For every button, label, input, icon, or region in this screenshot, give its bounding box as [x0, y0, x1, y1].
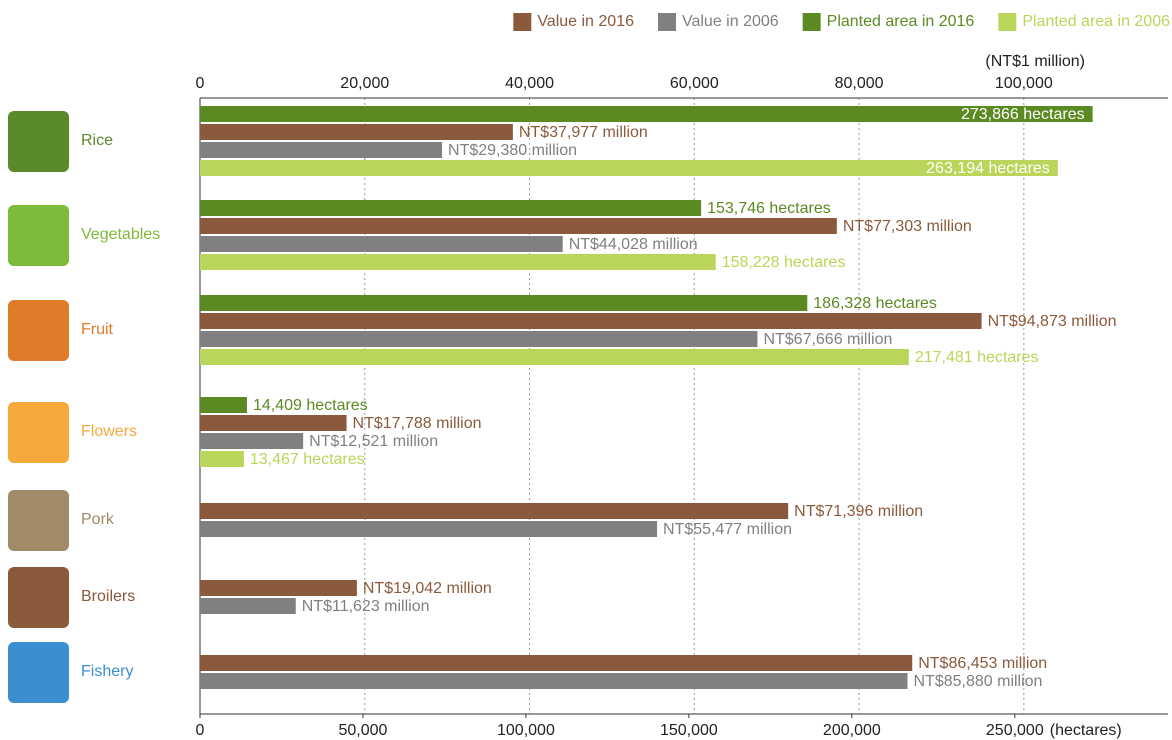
category-icon — [8, 402, 69, 463]
value-label: 13,467 hectares — [250, 451, 365, 468]
category-icon — [8, 205, 69, 266]
legend-swatch — [802, 13, 821, 31]
value-label: 263,194 hectares — [926, 160, 1050, 177]
value-label: 153,746 hectares — [707, 200, 831, 217]
bar — [200, 200, 702, 216]
bar — [200, 236, 563, 252]
legend-label: Value in 2006 — [682, 13, 779, 30]
value-label: 158,228 hectares — [722, 254, 846, 271]
value-label: NT$67,666 million — [763, 331, 892, 348]
category-label: Fishery — [81, 663, 133, 680]
bar — [200, 397, 247, 413]
value-label: NT$12,521 million — [309, 433, 438, 450]
bar — [200, 655, 913, 671]
value-label: NT$17,788 million — [353, 415, 482, 432]
x2-tick-label: 50,000 — [338, 722, 387, 739]
value-label: NT$19,042 million — [363, 580, 492, 597]
bar — [200, 521, 658, 537]
x-tick-label: 80,000 — [835, 75, 884, 92]
x-tick-label: 100,000 — [995, 75, 1053, 92]
bar — [200, 415, 347, 431]
x2-axis-label: (hectares) — [1050, 722, 1122, 739]
value-label: 273,866 hectares — [961, 106, 1085, 123]
value-label: 217,481 hectares — [915, 349, 1039, 366]
bar — [200, 349, 909, 365]
bar — [200, 142, 443, 158]
bar — [200, 331, 758, 347]
value-label: NT$94,873 million — [988, 313, 1117, 330]
value-label: NT$44,028 million — [569, 236, 698, 253]
bar — [200, 124, 513, 140]
category-icon — [8, 111, 69, 172]
bar — [200, 313, 982, 329]
bar — [200, 433, 304, 449]
bar — [200, 503, 789, 519]
category-icon — [8, 642, 69, 703]
value-label: NT$29,380 million — [448, 142, 577, 159]
bar — [200, 580, 357, 596]
value-label: 14,409 hectares — [253, 397, 368, 414]
value-label: NT$37,977 million — [519, 124, 648, 141]
x2-tick-label: 250,000 — [986, 722, 1044, 739]
bar — [200, 218, 837, 234]
value-label: NT$71,396 million — [794, 503, 923, 520]
x-tick-label: 60,000 — [670, 75, 719, 92]
category-icon — [8, 300, 69, 361]
legend-label: Planted area in 2006 — [1022, 13, 1170, 30]
category-label: Fruit — [81, 321, 114, 338]
x2-tick-label: 150,000 — [660, 722, 718, 739]
legend-swatch — [657, 13, 676, 31]
legend-swatch — [998, 13, 1017, 31]
bar — [200, 160, 1058, 176]
category-label: Rice — [81, 132, 113, 149]
legend-swatch — [513, 13, 532, 31]
value-label: NT$85,880 million — [914, 673, 1043, 690]
value-label: NT$11,623 million — [302, 598, 430, 615]
legend-label: Planted area in 2016 — [827, 13, 975, 30]
category-label: Pork — [81, 511, 115, 528]
x-axis-label: (NT$1 million) — [985, 53, 1085, 70]
category-label: Vegetables — [81, 226, 160, 243]
value-label: NT$86,453 million — [918, 655, 1047, 672]
bar — [200, 295, 808, 311]
bar — [200, 673, 908, 689]
category-label: Broilers — [81, 588, 135, 605]
x2-tick-label: 100,000 — [497, 722, 555, 739]
bar — [200, 254, 716, 270]
category-icon — [8, 567, 69, 628]
category-icon — [8, 490, 69, 551]
bar — [200, 451, 244, 467]
value-label: 186,328 hectares — [813, 295, 937, 312]
x-tick-label: 20,000 — [340, 75, 389, 92]
bar — [200, 598, 296, 614]
x2-tick-label: 200,000 — [823, 722, 881, 739]
value-label: NT$77,303 million — [843, 218, 972, 235]
category-label: Flowers — [81, 423, 137, 440]
legend-label: Value in 2016 — [537, 13, 634, 30]
value-label: NT$55,477 million — [663, 521, 792, 538]
x-tick-label: 0 — [196, 75, 205, 92]
bar — [200, 106, 1093, 122]
x2-tick-label: 0 — [196, 722, 205, 739]
x-tick-label: 40,000 — [505, 75, 554, 92]
